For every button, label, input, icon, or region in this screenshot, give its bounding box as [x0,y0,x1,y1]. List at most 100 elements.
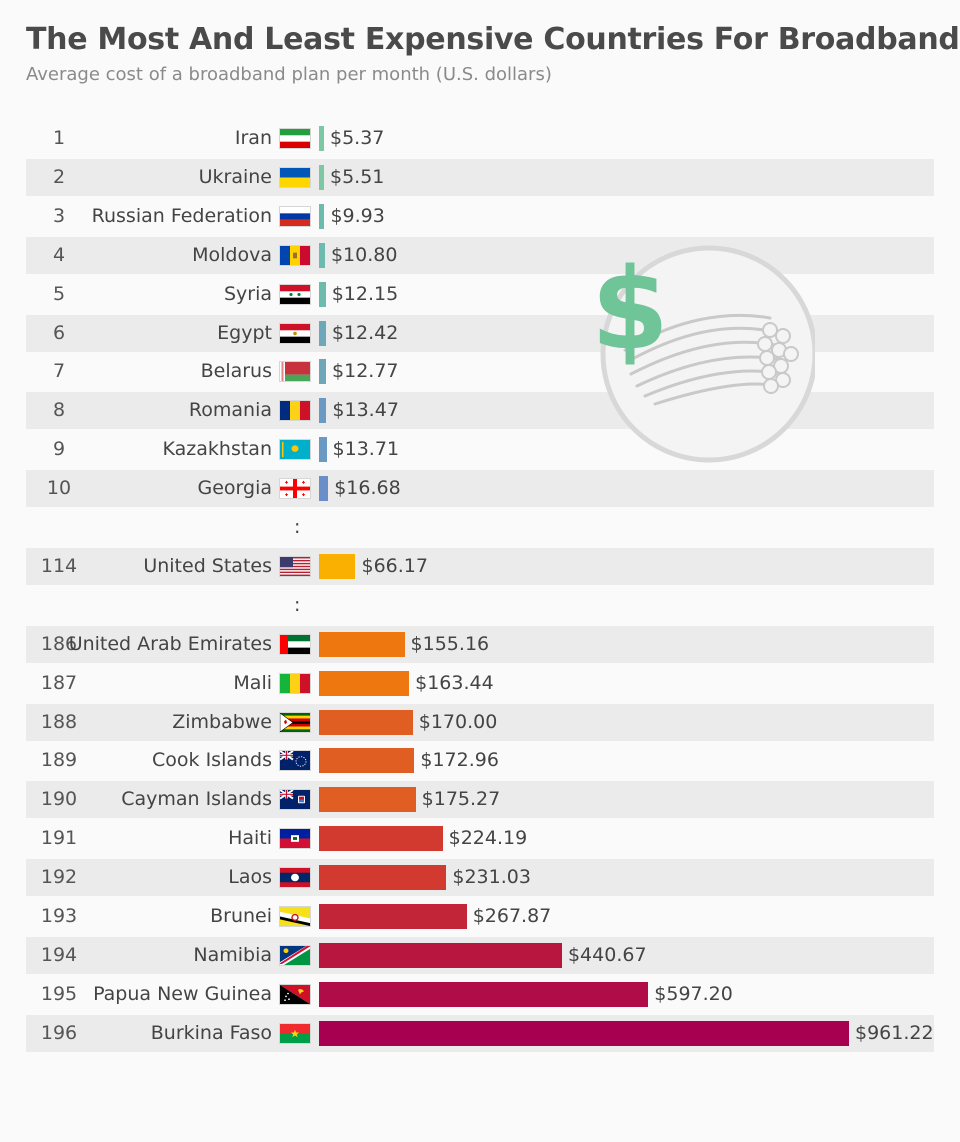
bar [319,553,356,579]
value-label: $440.67 [567,943,647,966]
egypt-flag-icon [279,322,311,344]
rank-label: 194 [40,943,78,966]
value-label: $9.93 [330,204,385,227]
value-label: $172.96 [420,749,499,772]
value-label: $163.44 [415,671,494,694]
rank-label: 9 [52,438,66,461]
rank-label: 3 [52,204,66,227]
chart-row: 195 Papua New Guinea $597.20 [26,976,934,1013]
chart-row: 191 Haiti $224.19 [26,820,934,857]
value-label: $13.71 [332,438,400,461]
chart-title: The Most And Least Expensive Countries F… [26,22,960,57]
uae-flag-icon [279,633,311,655]
chart-subtitle: Average cost of a broadband plan per mon… [26,64,552,85]
cayman-flag-icon [279,789,311,811]
country-label: Laos [228,866,272,889]
gap-row: : [26,509,934,546]
brunei-flag-icon [279,906,311,927]
belarus-flag-icon [279,361,311,383]
romania-flag-icon [279,400,311,422]
laos-flag-icon [279,867,311,889]
country-label: Kazakhstan [162,438,272,461]
bar [319,359,327,385]
png-flag-icon [279,983,311,1005]
bar [319,631,405,657]
chart-row: 10 Georgia $16.68 [26,470,934,508]
country-label: Cayman Islands [121,788,272,811]
chart-row: 192 Laos $231.03 [26,859,934,897]
moldova-flag-icon [279,244,311,266]
country-label: Moldova [192,243,272,266]
value-label: $155.16 [410,632,490,655]
chart-row: 187 Mali $163.44 [26,665,934,702]
iran-flag-icon [279,128,311,149]
rank-label: 191 [40,827,78,850]
kazakhstan-flag-icon [279,439,311,461]
chart-row: 188 Zimbabwe $170.00 [26,703,934,741]
value-label: $66.17 [361,554,428,577]
country-label: Burkina Faso [150,1021,272,1044]
mali-flag-icon [279,672,311,694]
country-label: Mali [233,671,272,694]
value-label: $16.68 [334,477,401,500]
bar [319,981,649,1007]
value-label: $224.19 [448,827,528,850]
country-label: Romania [188,399,272,422]
rank-label: 7 [52,360,66,383]
chart-row: 4 Moldova $10.80 [26,236,934,274]
rank-label: 186 [40,632,78,655]
country-label: Haiti [228,827,272,850]
country-label: United States [143,554,272,577]
bar [319,476,329,502]
rank-label: 6 [52,321,66,344]
bar [319,709,413,735]
country-label: Georgia [197,477,273,500]
bar [319,1020,849,1046]
chart-row: 189 Cook Islands $172.96 [26,742,934,779]
haiti-flag-icon [279,828,311,850]
rank-label: 5 [52,282,66,305]
value-label: $13.47 [332,399,399,422]
country-label: Zimbabwe [172,710,272,733]
chart-row: 190 Cayman Islands $175.27 [26,781,934,819]
gap-row: : [26,587,934,624]
chart-row: 196 Burkina Faso $961.22 [26,1014,934,1052]
russia-flag-icon [279,205,311,227]
value-label: $597.20 [654,982,733,1005]
bar [319,164,324,190]
value-label: $10.80 [330,243,398,266]
bar [319,787,416,813]
country-label: Ukraine [198,165,272,188]
country-label: Cook Islands [152,749,272,772]
rank-label: 4 [52,243,66,266]
chart-row: 193 Brunei $267.87 [26,898,934,935]
zimbabwe-flag-icon [279,711,311,733]
chart-row: 7 Belarus $12.77 [26,353,934,390]
country-label: Iran [234,127,272,149]
value-label: $231.03 [452,866,531,889]
country-label: Brunei [210,905,272,927]
rank-label: 195 [40,982,78,1005]
ukraine-flag-icon [279,166,311,188]
syria-flag-icon [279,283,311,305]
bar [319,281,326,307]
rank-label: 189 [40,749,78,772]
namibia-flag-icon [279,944,311,966]
rank-label: 8 [52,399,66,422]
value-label: $12.77 [332,360,399,383]
ellipsis-marker: : [294,516,301,538]
dollar-cable-icon: $ [591,245,815,463]
bar [319,398,327,424]
usa-flag-icon [279,555,311,577]
burkina-flag-icon [279,1022,311,1044]
rank-label: 190 [40,788,78,811]
bar [319,242,325,268]
bar [319,942,562,968]
rank-label: 10 [46,477,72,500]
value-label: $175.27 [421,788,501,811]
chart-row: 2 Ukraine $5.51 [26,158,934,196]
svg-text:$: $ [591,245,669,375]
value-label: $170.00 [418,710,498,733]
country-label: United Arab Emirates [68,632,272,655]
bar [319,203,325,229]
